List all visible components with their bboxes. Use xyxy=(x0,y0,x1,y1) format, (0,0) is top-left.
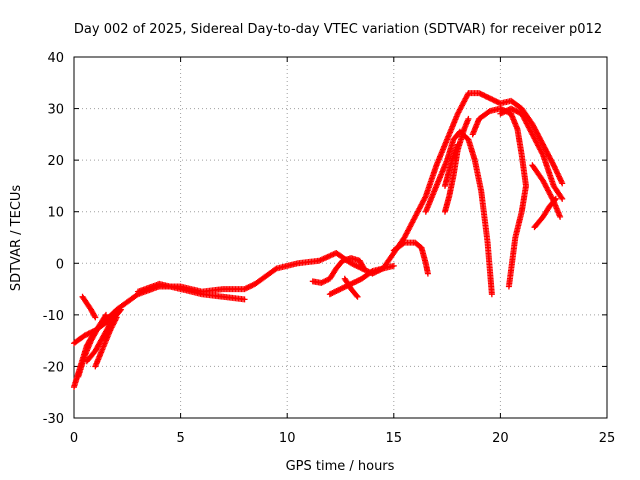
series-track-15 xyxy=(469,105,529,290)
data-point xyxy=(360,264,367,271)
data-point xyxy=(557,213,564,220)
data-point xyxy=(354,293,361,300)
data-point xyxy=(558,194,565,201)
x-tick-label: 25 xyxy=(599,431,616,446)
series-track-14 xyxy=(441,115,472,215)
data-point xyxy=(91,313,98,320)
axis-ticks: 0 5 10 15 20 25 -30 -20 -10 0 10 20 30 40 xyxy=(43,51,616,446)
x-tick-label: 5 xyxy=(176,431,184,446)
series-track-7 xyxy=(134,280,248,303)
data-point xyxy=(552,195,559,202)
data-point xyxy=(400,240,407,247)
data-point xyxy=(424,270,431,277)
data-point xyxy=(360,265,367,272)
series-track-9 xyxy=(326,262,397,298)
x-tick-label: 20 xyxy=(492,431,509,446)
data-point xyxy=(92,314,99,321)
y-tick-label: -20 xyxy=(43,360,64,375)
data-point xyxy=(241,296,248,303)
series-track-1 xyxy=(71,90,566,391)
series-track-16 xyxy=(497,105,566,202)
y-tick-label: 0 xyxy=(56,257,64,272)
data-point xyxy=(559,195,566,202)
series-track-2 xyxy=(79,293,99,321)
data-point xyxy=(485,109,492,116)
data-point xyxy=(390,262,397,269)
series-track-6 xyxy=(92,314,120,370)
x-tick-label: 15 xyxy=(386,431,403,446)
y-axis-label: SDTVAR / TECUs xyxy=(9,185,24,292)
y-tick-label: 30 xyxy=(47,103,64,118)
data-marks xyxy=(71,90,566,391)
y-tick-label: -30 xyxy=(43,412,64,427)
series-track-12 xyxy=(422,128,495,298)
data-point xyxy=(368,268,375,275)
x-tick-label: 0 xyxy=(70,431,78,446)
chart-title: Day 002 of 2025, Sidereal Day-to-day VTE… xyxy=(74,22,602,37)
data-point xyxy=(353,292,360,299)
series-track-8 xyxy=(309,255,367,286)
series-track-11 xyxy=(390,239,431,277)
x-tick-label: 10 xyxy=(279,431,296,446)
series-track-18 xyxy=(531,195,559,231)
y-tick-label: -10 xyxy=(43,309,64,324)
data-point xyxy=(551,196,558,203)
series-track-10 xyxy=(341,275,361,300)
y-tick-label: 10 xyxy=(47,206,64,221)
data-point xyxy=(117,306,124,313)
series-track-4 xyxy=(75,311,109,380)
data-point xyxy=(559,180,566,187)
data-point xyxy=(465,115,472,122)
x-axis-label: GPS time / hours xyxy=(286,459,395,474)
data-point xyxy=(488,291,495,298)
data-point xyxy=(116,307,123,314)
data-point xyxy=(102,311,109,318)
data-point xyxy=(505,283,512,290)
plot-frame xyxy=(73,56,608,419)
data-point xyxy=(272,266,279,273)
y-tick-label: 20 xyxy=(47,154,64,169)
grid xyxy=(74,57,607,418)
data-point xyxy=(113,314,120,321)
data-point xyxy=(102,313,109,320)
y-tick-label: 40 xyxy=(47,51,64,66)
